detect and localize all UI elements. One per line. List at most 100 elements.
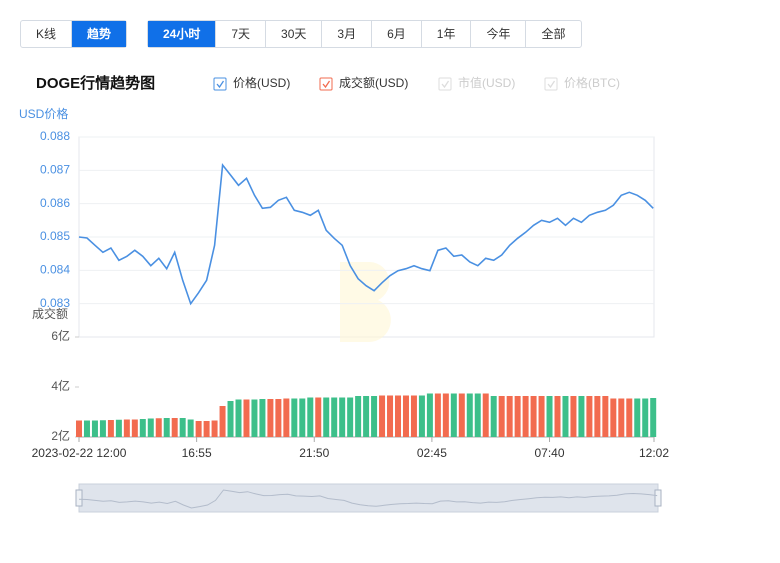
volume-bar bbox=[426, 393, 433, 437]
volume-bar bbox=[650, 398, 657, 437]
tab-button[interactable]: 全部 bbox=[541, 27, 566, 41]
volume-bar bbox=[482, 393, 489, 437]
legend-check bbox=[322, 80, 331, 89]
volume-bar bbox=[147, 418, 154, 437]
x-tick-label: 07:40 bbox=[535, 446, 565, 460]
volume-bar bbox=[139, 419, 146, 437]
volume-bar bbox=[323, 397, 330, 437]
chart-title: DOGE行情趋势图 bbox=[36, 74, 155, 92]
tab-button[interactable]: 3月 bbox=[322, 21, 373, 47]
volume-bar bbox=[131, 419, 138, 437]
volume-bar bbox=[562, 396, 569, 437]
volume-bar bbox=[490, 396, 497, 437]
tab-button[interactable]: 30天 bbox=[266, 21, 323, 47]
volume-bar bbox=[219, 406, 226, 437]
legend-checkbox[interactable] bbox=[438, 77, 452, 91]
legend-check bbox=[216, 80, 225, 89]
volume-bar bbox=[163, 418, 170, 437]
volume-bar bbox=[251, 399, 258, 437]
legend-checkbox[interactable] bbox=[544, 77, 558, 91]
legend-check bbox=[547, 80, 556, 89]
tab-button[interactable]: 今年 bbox=[471, 21, 527, 47]
volume-bar bbox=[618, 398, 625, 437]
volume-bar bbox=[402, 395, 409, 437]
volume-bar bbox=[91, 420, 98, 437]
volume-bar bbox=[123, 419, 130, 437]
volume-bar bbox=[347, 397, 354, 437]
y2-tick-label: 6亿 bbox=[51, 328, 70, 343]
period-tabs: 24小时 7天 30天 3月 6月 1年 今年 全部 bbox=[147, 20, 582, 48]
volume-bar bbox=[187, 419, 194, 437]
volume-bar bbox=[522, 396, 529, 437]
x-tick-label: 02:45 bbox=[417, 446, 447, 460]
volume-bar bbox=[363, 396, 370, 437]
volume-bar bbox=[626, 398, 633, 437]
legend-checkbox[interactable] bbox=[213, 77, 227, 91]
volume-bar bbox=[115, 419, 122, 437]
price-line bbox=[78, 162, 654, 306]
volume-bar bbox=[243, 399, 250, 437]
y-tick-label: 0.084 bbox=[40, 263, 70, 277]
volume-bar bbox=[498, 396, 505, 437]
tab-button[interactable]: 趋势 bbox=[72, 21, 127, 47]
legend-check bbox=[441, 80, 450, 89]
y-tick-label: 0.087 bbox=[40, 163, 70, 177]
volume-bar bbox=[355, 396, 362, 437]
tab-button[interactable]: K线 bbox=[21, 21, 73, 47]
volume-bar bbox=[530, 396, 537, 437]
volume-bar bbox=[211, 420, 218, 437]
y-axis-label: USD价格 bbox=[19, 106, 68, 121]
y-tick-label: 0.085 bbox=[40, 229, 70, 243]
volume-bar bbox=[379, 395, 386, 437]
volume-bar bbox=[339, 397, 346, 437]
tab-button[interactable]: 7天 bbox=[216, 21, 267, 47]
volume-bar bbox=[474, 393, 481, 437]
tab-button[interactable]: 24小时 bbox=[148, 21, 217, 47]
volume-bar bbox=[610, 398, 617, 437]
volume-bar bbox=[570, 396, 577, 437]
navigator-line bbox=[78, 489, 658, 509]
volume-bar bbox=[418, 395, 425, 437]
x-tick-label: 12:02 bbox=[639, 446, 669, 460]
y-tick-label: 0.086 bbox=[40, 196, 70, 210]
volume-bar bbox=[155, 418, 162, 437]
legend-label: 市值(USD) bbox=[458, 75, 515, 90]
x-tick-label: 2023-02-22 12:00 bbox=[32, 446, 127, 460]
volume-bar bbox=[235, 399, 242, 437]
volume-bar bbox=[267, 399, 274, 437]
navigator-handle[interactable] bbox=[75, 489, 83, 507]
volume-bar bbox=[395, 395, 402, 437]
volume-bar bbox=[586, 396, 593, 437]
volume-bar bbox=[179, 418, 186, 437]
volume-bar bbox=[371, 396, 378, 437]
volume-bar bbox=[466, 393, 473, 437]
x-tick-label: 21:50 bbox=[299, 446, 329, 460]
volume-bar bbox=[514, 396, 521, 437]
legend-label: 价格(USD) bbox=[233, 75, 290, 90]
volume-bar bbox=[259, 399, 266, 437]
volume-bar bbox=[602, 396, 609, 437]
y2-tick-label: 4亿 bbox=[51, 378, 70, 393]
volume-bar bbox=[107, 420, 114, 437]
legend-label: 价格(BTC) bbox=[564, 75, 620, 90]
volume-bar bbox=[642, 398, 649, 437]
volume-bar bbox=[275, 399, 282, 437]
volume-bar bbox=[538, 396, 545, 437]
volume-bar bbox=[442, 393, 449, 437]
volume-bar bbox=[331, 397, 338, 437]
y-tick-label: 0.083 bbox=[40, 296, 70, 310]
legend-checkbox[interactable] bbox=[319, 77, 333, 91]
volume-bar bbox=[410, 395, 417, 437]
volume-bar bbox=[203, 421, 210, 437]
volume-bar bbox=[99, 420, 106, 437]
tab-button[interactable]: 6月 bbox=[372, 21, 422, 47]
y-tick-label: 0.088 bbox=[40, 129, 70, 143]
navigator-handle[interactable] bbox=[654, 489, 662, 507]
volume-bar bbox=[594, 396, 601, 437]
view-toggle: K线 趋势 bbox=[20, 20, 128, 48]
y2-axis-label: 成交额 bbox=[32, 306, 68, 321]
tab-button[interactable]: 1年 bbox=[422, 21, 472, 47]
volume-bar bbox=[227, 401, 234, 437]
